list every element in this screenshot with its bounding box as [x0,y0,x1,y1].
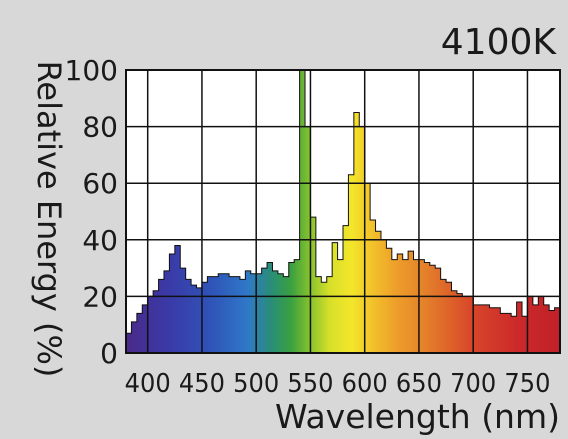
y-tick-label: 40 [82,224,118,257]
y-tick-label: 0 [100,337,118,370]
y-tick-label: 20 [82,280,118,313]
x-tick-labels: 400 450 500 550 600 650 700 750 [125,369,551,399]
x-tick-label: 450 [179,369,225,399]
x-axis-label: Wavelength (nm) [275,397,560,436]
chart-title: 4100K [441,22,558,63]
x-tick-label: 750 [504,369,550,399]
spectrum-area [125,69,561,354]
grid-lines [126,70,560,353]
x-tick-label: 550 [287,369,333,399]
y-tick-labels: 0 20 40 60 80 100 [65,54,118,370]
x-tick-label: 700 [450,369,496,399]
x-tick-label: 650 [396,369,442,399]
y-tick-label: 60 [82,167,118,200]
x-tick-label: 400 [125,369,171,399]
x-tick-label: 600 [342,369,388,399]
y-tick-label: 80 [82,111,118,144]
y-axis-label: Relative Energy (%) [30,61,68,378]
y-tick-label: 100 [65,54,118,87]
plot-frame [125,69,561,354]
x-tick-label: 500 [233,369,279,399]
